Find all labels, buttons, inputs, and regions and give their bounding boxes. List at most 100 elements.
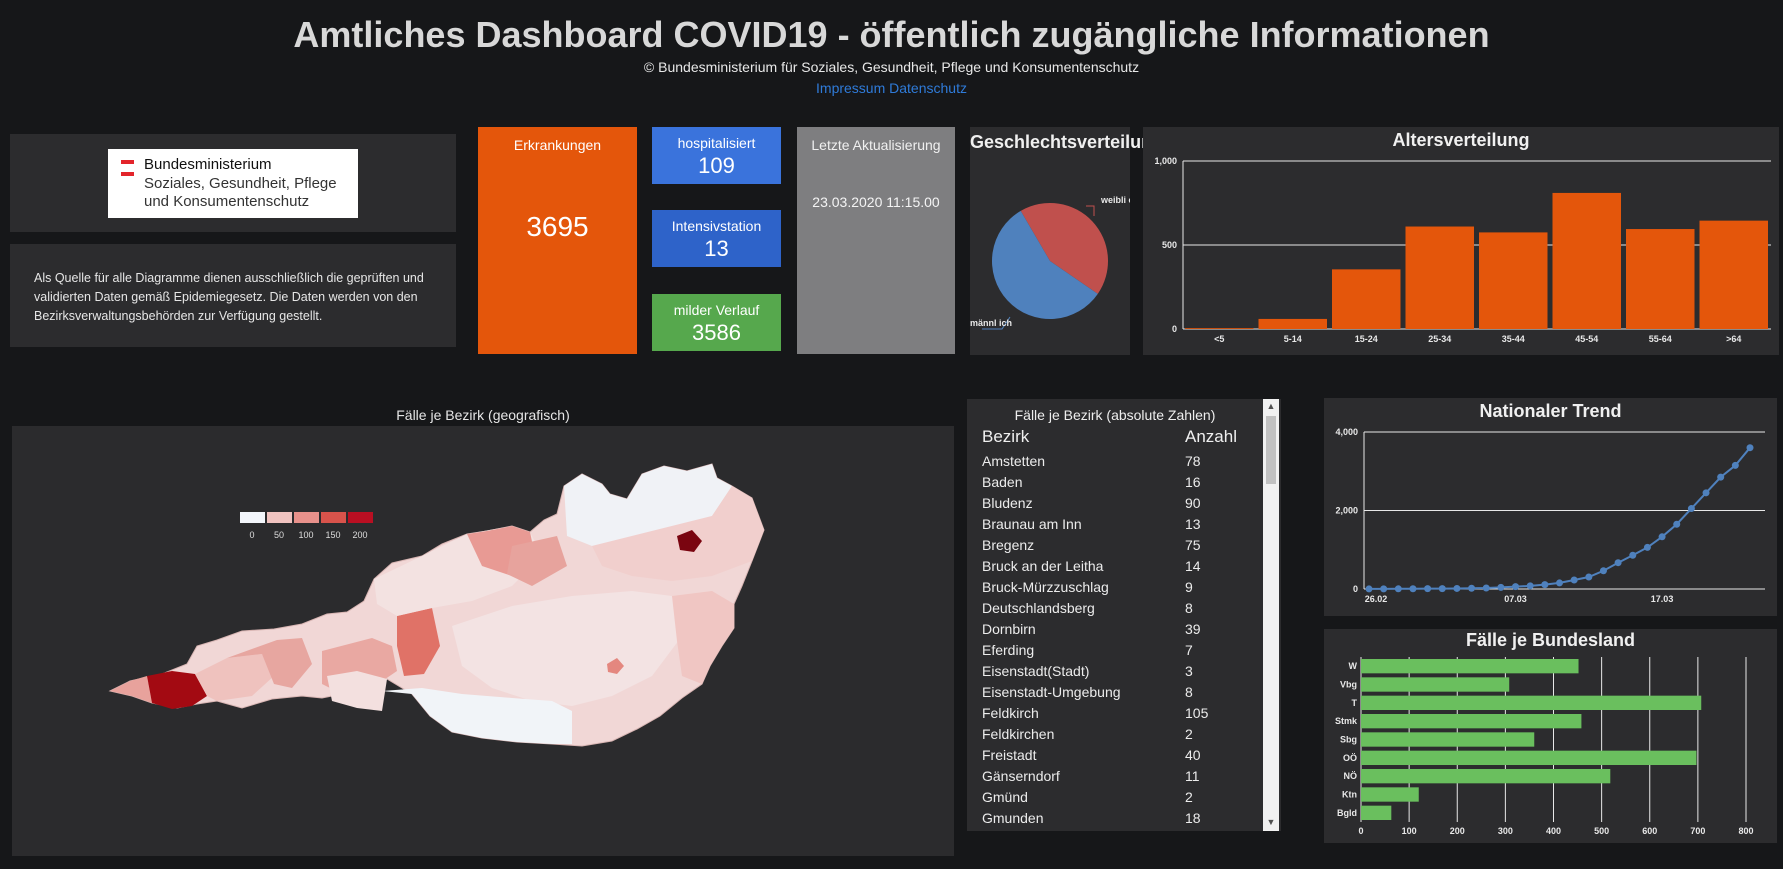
x-tick-label: 25-34 xyxy=(1428,334,1451,344)
table-row: Feldkirchen 2 xyxy=(982,724,1252,745)
y-tick-label: Bgld xyxy=(1337,808,1357,818)
impressum-link[interactable]: Impressum xyxy=(816,80,886,96)
trend-point xyxy=(1380,585,1388,593)
table-row: Baden 16 xyxy=(982,472,1252,493)
trend-point xyxy=(1731,461,1739,469)
tile-hospitalisiert: hospitalisiert 109 xyxy=(652,127,781,184)
austria-district-map[interactable]: 0 50 100 150 200 xyxy=(12,426,954,856)
trend-point xyxy=(1409,585,1417,593)
bezirk-count: 78 xyxy=(1185,453,1201,469)
age-bar xyxy=(1405,226,1474,329)
bezirk-count: 8 xyxy=(1185,684,1193,700)
region-lower-austria-s xyxy=(592,486,764,581)
logo-line1: Bundesministerium xyxy=(144,156,272,173)
bezirk-name: Freistadt xyxy=(982,747,1037,763)
table-row: Bruck an der Leitha 14 xyxy=(982,556,1252,577)
region-carinthia xyxy=(382,688,572,744)
bezirk-count: 105 xyxy=(1185,705,1209,721)
bundesland-bar xyxy=(1361,677,1510,692)
x-tick-label: 15-24 xyxy=(1355,334,1378,344)
tile-intensivstation: Intensivstation 13 xyxy=(652,210,781,267)
bezirk-name: Dornbirn xyxy=(982,621,1036,637)
scroll-up-arrow-icon[interactable]: ▲ xyxy=(1266,401,1276,411)
table-title: Fälle je Bezirk (absolute Zahlen) xyxy=(1014,407,1216,423)
tile-aktualisierung: Letzte Aktualisierung 23.03.2020 11:15.0… xyxy=(797,127,955,354)
chart-title: Fälle je Bundesland xyxy=(1465,630,1636,650)
trend-point xyxy=(1541,581,1549,589)
x-tick-label: 26.02 xyxy=(1365,594,1388,604)
x-tick-label: 100 xyxy=(1402,826,1417,836)
region-innsbruck xyxy=(227,638,312,688)
legend-swatch xyxy=(267,512,292,523)
bezirk-count: 11 xyxy=(1185,768,1200,784)
region-styria xyxy=(452,591,682,706)
bezirk-name: Amstetten xyxy=(982,453,1046,469)
region-vienna xyxy=(677,530,702,552)
bundesland-bar xyxy=(1361,805,1392,820)
column-header-bezirk: Bezirk xyxy=(982,427,1030,446)
x-tick-label: 600 xyxy=(1642,826,1657,836)
bundesland-bar xyxy=(1361,732,1535,747)
bezirk-table-panel: Fälle je Bezirk (absolute Zahlen) Bezirk… xyxy=(967,399,1281,831)
bezirk-count: 8 xyxy=(1185,600,1193,616)
bundesland-bar-chart: 0 100 200 300 400 500 600 700 800 W Vbg T Stmk Sbg OÖ N… xyxy=(1335,657,1754,836)
y-tick-label: Ktn xyxy=(1342,790,1357,800)
bezirk-name: Gmünd xyxy=(982,789,1028,805)
trend-point xyxy=(1570,576,1578,584)
x-tick-label: 07.03 xyxy=(1504,594,1527,604)
trend-point xyxy=(1482,584,1490,592)
bezirk-name: Bruck an der Leitha xyxy=(982,558,1104,574)
x-tick-label: 800 xyxy=(1738,826,1753,836)
bundesland-bar xyxy=(1361,750,1697,765)
bezirk-name: Eferding xyxy=(982,642,1035,658)
bundesland-chart-panel: Fälle je Bundesland 0 100 200 300 400 500 600 7… xyxy=(1324,629,1777,843)
table-row: Feldkirch 105 xyxy=(982,703,1252,724)
age-bar xyxy=(1626,229,1695,329)
legend-tick: 0 xyxy=(249,530,254,540)
datenschutz-link[interactable]: Datenschutz xyxy=(889,80,967,96)
region-burgenland xyxy=(672,591,734,684)
trend-point xyxy=(1673,520,1681,528)
region-osttirol xyxy=(327,671,387,711)
table-row: Bregenz 75 xyxy=(982,535,1252,556)
tile-value: 23.03.2020 11:15.00 xyxy=(812,194,940,210)
bezirk-count: 13 xyxy=(1185,516,1201,532)
bezirk-count: 18 xyxy=(1185,810,1201,826)
bezirk-name: Deutschlandsberg xyxy=(982,600,1095,616)
tile-milder-verlauf: milder Verlauf 3586 xyxy=(652,294,781,351)
header-links: Impressum Datenschutz xyxy=(0,80,1783,96)
trend-point xyxy=(1585,573,1593,581)
trend-point xyxy=(1365,585,1373,593)
scrollbar-thumb[interactable] xyxy=(1266,416,1276,484)
y-tick-label: 500 xyxy=(1162,240,1177,250)
legend-swatch xyxy=(348,512,373,523)
bezirk-name: Bruck-Mürzzuschlag xyxy=(982,579,1109,595)
x-tick-label: 35-44 xyxy=(1502,334,1525,344)
bezirk-count: 2 xyxy=(1185,726,1193,742)
bezirk-name: Bregenz xyxy=(982,537,1035,553)
x-tick-label: 300 xyxy=(1498,826,1513,836)
column-header-anzahl: Anzahl xyxy=(1185,427,1237,446)
region-tirol-w xyxy=(195,654,274,701)
copyright-text: © Bundesministerium für Soziales, Gesund… xyxy=(643,59,1140,75)
y-tick-label: Stmk xyxy=(1335,716,1358,726)
age-bar xyxy=(1699,220,1768,329)
trend-point xyxy=(1687,505,1695,513)
scroll-down-arrow-icon[interactable]: ▼ xyxy=(1266,817,1276,827)
tile-label: Intensivstation xyxy=(671,218,762,234)
tile-value: 3586 xyxy=(692,320,741,345)
trend-point xyxy=(1453,584,1461,592)
age-bar xyxy=(1332,269,1401,329)
legend-tick: 50 xyxy=(274,530,284,540)
table-scrollbar[interactable]: ▲ ▼ xyxy=(1263,399,1279,831)
table-row: Gmünd 2 xyxy=(982,787,1252,808)
source-text: Als Quelle für alle Diagramme dienen aus… xyxy=(34,271,424,323)
trend-point xyxy=(1526,582,1534,590)
trend-point xyxy=(1643,543,1651,551)
logo-line2: Soziales, Gesundheit, Pflege und Konsume… xyxy=(144,175,337,210)
y-tick-label: 4,000 xyxy=(1335,427,1358,437)
y-tick-label: Vbg xyxy=(1340,680,1357,690)
ministry-logo: Bundesministerium Soziales, Gesundheit, … xyxy=(108,149,358,218)
table-row: Deutschlandsberg 8 xyxy=(982,598,1252,619)
bezirk-count: 39 xyxy=(1185,621,1201,637)
